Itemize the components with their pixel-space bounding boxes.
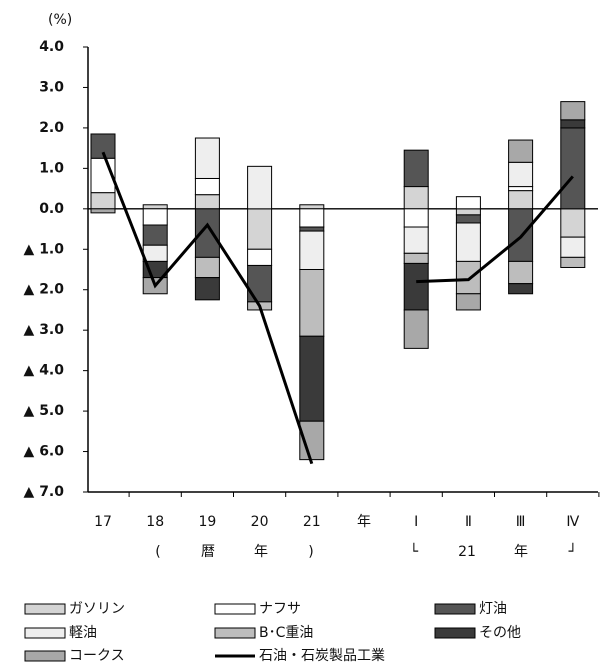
- legend-label: B･C重油: [259, 625, 313, 641]
- bar-segment: [194, 177, 220, 196]
- x-note: 年: [254, 544, 268, 560]
- x-tick-label: Ⅲ: [516, 514, 526, 530]
- bar-segment: [508, 186, 534, 192]
- line: [416, 175, 574, 284]
- y-tick-label: ▲ 1.0: [24, 241, 65, 257]
- bar-segment: [560, 236, 586, 258]
- x-note: 暦: [201, 544, 215, 560]
- x-tick-label: 20: [251, 514, 269, 530]
- bar-segment: [403, 309, 429, 349]
- bar-segment: [560, 208, 586, 238]
- x-note: 年: [514, 544, 528, 560]
- y-tick-label: ▲ 5.0: [24, 403, 65, 419]
- bar-segment: [403, 186, 429, 210]
- y-tick-label: 4.0: [39, 39, 64, 55]
- bar-segment: [560, 127, 586, 210]
- y-tick-label: 0.0: [39, 201, 64, 217]
- x-tick-label: 年: [357, 514, 371, 530]
- bar-segment: [194, 194, 220, 210]
- bar-segment: [560, 119, 586, 129]
- bar-segment: [455, 196, 481, 210]
- bar-segment: [455, 208, 481, 216]
- bar-segment: [194, 277, 220, 301]
- bar-segment: [247, 208, 273, 250]
- x-tick-label: 21: [303, 514, 321, 530]
- bar-segment: [455, 293, 481, 311]
- legend-swatch: [24, 627, 66, 639]
- bar-segment: [508, 161, 534, 188]
- y-tick-label: ▲ 6.0: [24, 444, 65, 460]
- y-tick-label: ▲ 2.0: [24, 282, 65, 298]
- unit-label: (%): [48, 12, 72, 28]
- x-note: └: [410, 543, 419, 560]
- bar-segment: [90, 208, 116, 214]
- x-note: (: [155, 544, 160, 560]
- legend-swatch: [434, 603, 476, 615]
- legend-label: ガソリン: [69, 601, 125, 617]
- legend-label: 灯油: [479, 601, 507, 617]
- line: [101, 151, 314, 465]
- bar-segment: [403, 208, 429, 228]
- legend-swatch: [24, 603, 66, 615]
- bar-segment: [194, 256, 220, 279]
- y-tick-label: 2.0: [39, 120, 64, 136]
- bar-segment: [299, 230, 325, 270]
- bar-segment: [508, 283, 534, 295]
- y-tick-label: 1.0: [39, 160, 64, 176]
- bar-segment: [142, 204, 168, 210]
- bar-segment: [403, 226, 429, 254]
- bar-segment: [403, 262, 429, 311]
- legend-label: 石油・石炭製品工業: [259, 648, 385, 664]
- bar-segment: [455, 214, 481, 224]
- bar-segment: [508, 139, 534, 163]
- bar-segment: [299, 269, 325, 337]
- bar-segment: [455, 260, 481, 295]
- y-tick-label: 3.0: [39, 79, 64, 95]
- legend-swatch: [214, 627, 256, 639]
- bar-segment: [403, 252, 429, 264]
- legend-swatch: [434, 627, 476, 639]
- y-tick-label: ▲ 3.0: [24, 322, 65, 338]
- x-note: 21: [458, 544, 476, 560]
- bar-segment: [90, 192, 116, 210]
- bar-segment: [403, 149, 429, 188]
- y-tick-label: ▲ 4.0: [24, 363, 65, 379]
- bar-segment: [508, 260, 534, 285]
- bar-segment: [299, 335, 325, 422]
- x-note: ): [308, 544, 313, 560]
- bar-segment: [560, 256, 586, 268]
- legend-label: コークス: [69, 648, 125, 664]
- bar-segment: [247, 248, 273, 266]
- bar-segment: [194, 137, 220, 179]
- bar-segment: [142, 208, 168, 226]
- bar-segment: [247, 264, 273, 303]
- bar-segment: [299, 204, 325, 210]
- x-tick-label: Ⅱ: [465, 514, 472, 530]
- bar-segment: [299, 208, 325, 228]
- bar-segment: [455, 222, 481, 262]
- x-tick-label: Ⅳ: [566, 514, 579, 530]
- legend-label: ナフサ: [259, 601, 301, 617]
- bar-segment: [142, 244, 168, 262]
- legend-swatch: [214, 603, 256, 615]
- x-note: ┘: [569, 543, 577, 560]
- x-tick-label: 18: [146, 514, 164, 530]
- x-tick-label: 17: [94, 514, 112, 530]
- bar-segment: [560, 101, 586, 121]
- bar-segment: [142, 224, 168, 246]
- legend-swatch: [24, 650, 66, 662]
- x-tick-label: 19: [198, 514, 216, 530]
- bar-segment: [508, 190, 534, 210]
- bar-segment: [299, 226, 325, 232]
- bar-segment: [247, 165, 273, 210]
- x-tick-label: Ⅰ: [414, 514, 418, 530]
- legend-label: その他: [479, 625, 521, 641]
- y-tick-label: ▲ 7.0: [24, 484, 65, 500]
- legend-label: 軽油: [69, 625, 97, 641]
